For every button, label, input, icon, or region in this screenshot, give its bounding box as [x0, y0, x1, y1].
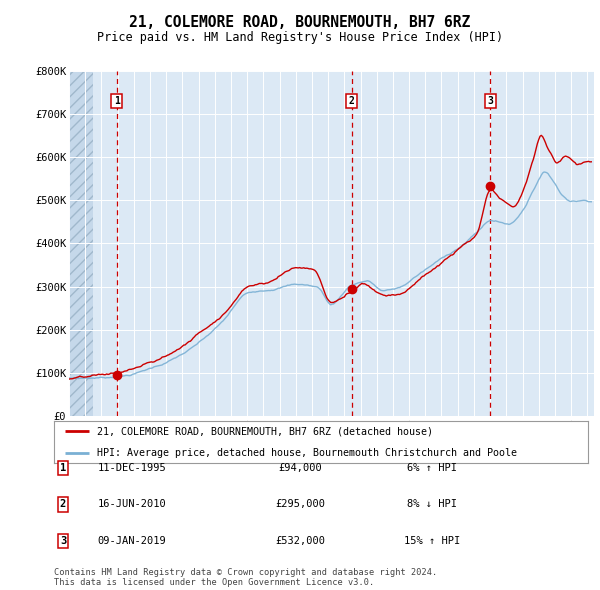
Text: 21, COLEMORE ROAD, BOURNEMOUTH, BH7 6RZ: 21, COLEMORE ROAD, BOURNEMOUTH, BH7 6RZ [130, 15, 470, 30]
Text: 2: 2 [60, 500, 66, 509]
Text: 15% ↑ HPI: 15% ↑ HPI [404, 536, 460, 546]
Text: 3: 3 [60, 536, 66, 546]
Text: HPI: Average price, detached house, Bournemouth Christchurch and Poole: HPI: Average price, detached house, Bour… [97, 448, 517, 457]
Text: £532,000: £532,000 [275, 536, 325, 546]
Text: 09-JAN-2019: 09-JAN-2019 [98, 536, 166, 546]
Text: 6% ↑ HPI: 6% ↑ HPI [407, 463, 457, 473]
Text: 2: 2 [349, 96, 355, 106]
Text: £94,000: £94,000 [278, 463, 322, 473]
Text: 1: 1 [60, 463, 66, 473]
Bar [69, 71, 93, 416]
Text: 16-JUN-2010: 16-JUN-2010 [98, 500, 166, 509]
Text: 8% ↓ HPI: 8% ↓ HPI [407, 500, 457, 509]
Text: 3: 3 [488, 96, 493, 106]
Text: 21, COLEMORE ROAD, BOURNEMOUTH, BH7 6RZ (detached house): 21, COLEMORE ROAD, BOURNEMOUTH, BH7 6RZ … [97, 427, 433, 436]
Text: 1: 1 [113, 96, 119, 106]
Text: £295,000: £295,000 [275, 500, 325, 509]
Text: Contains HM Land Registry data © Crown copyright and database right 2024.
This d: Contains HM Land Registry data © Crown c… [54, 568, 437, 587]
Text: Price paid vs. HM Land Registry's House Price Index (HPI): Price paid vs. HM Land Registry's House … [97, 31, 503, 44]
Text: 11-DEC-1995: 11-DEC-1995 [98, 463, 166, 473]
